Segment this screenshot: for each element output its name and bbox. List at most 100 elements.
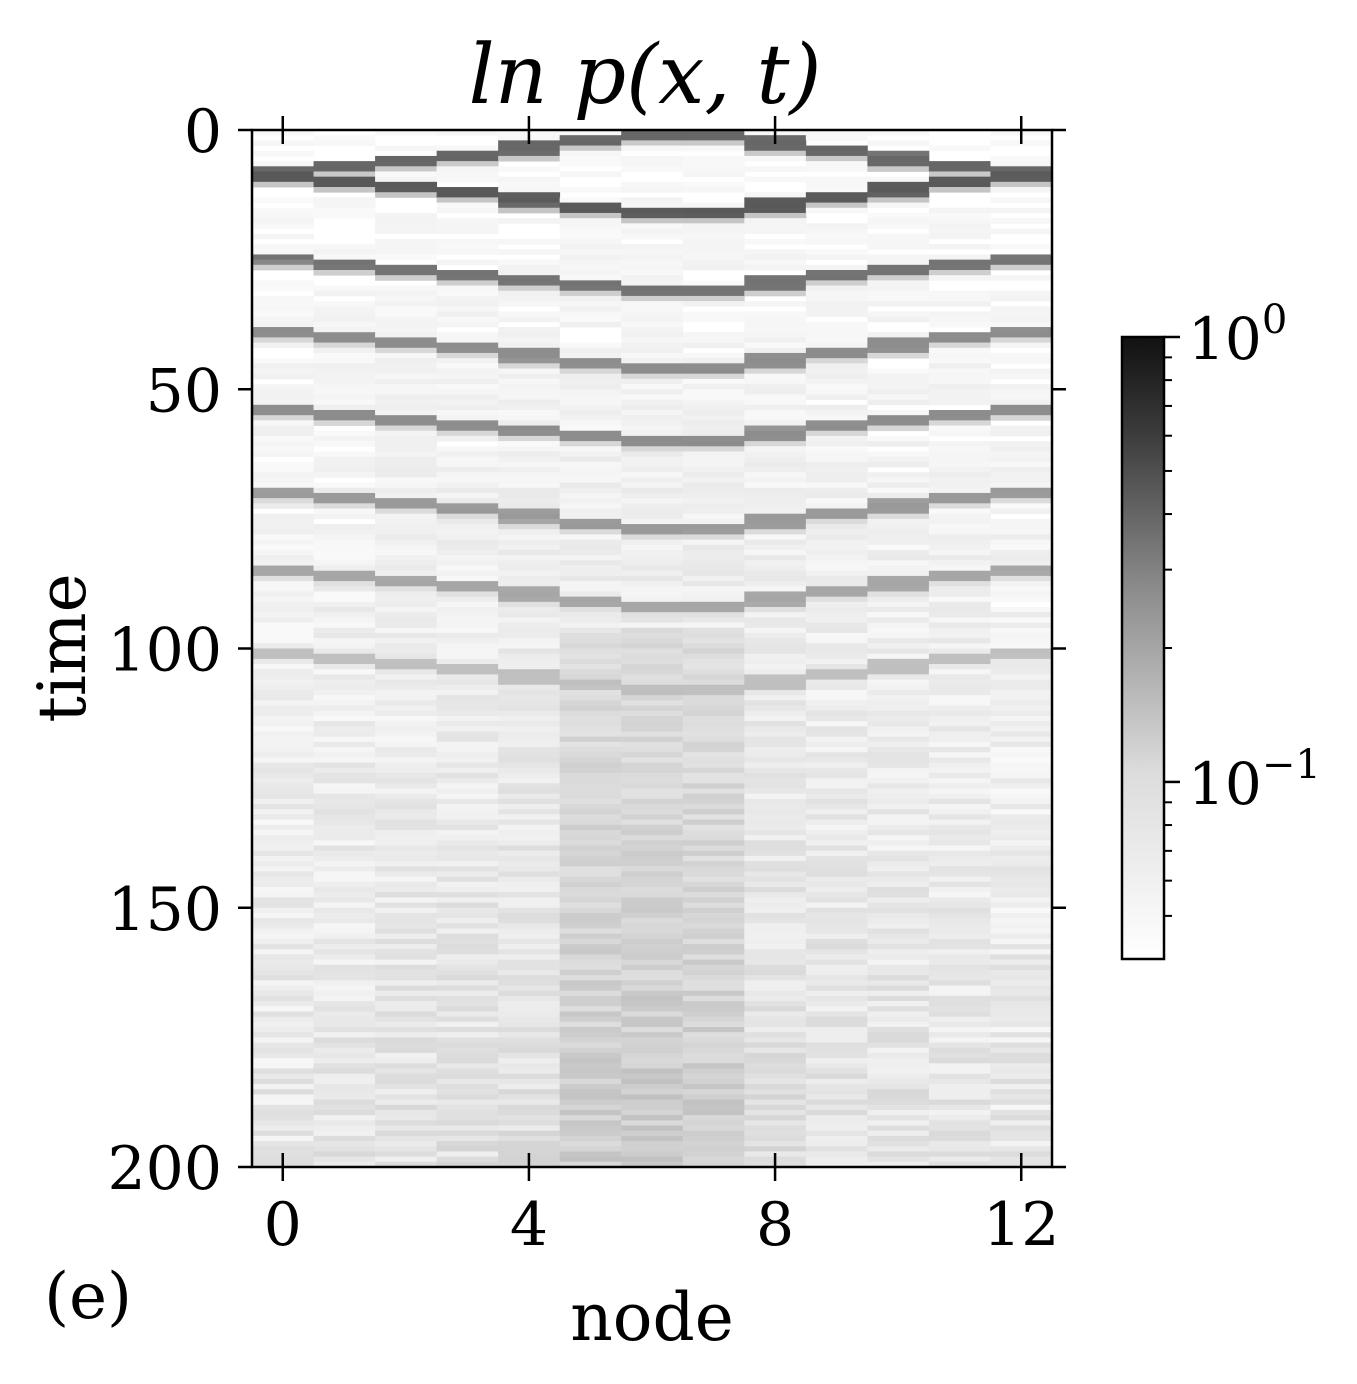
heatmap-cell: [313, 855, 376, 862]
heatmap-cell: [682, 923, 745, 929]
heatmap-cell: [744, 752, 807, 758]
heatmap-cell: [436, 907, 499, 914]
heatmap-cell: [744, 798, 807, 805]
heatmap-cell: [867, 1068, 930, 1075]
heatmap-cell: [313, 674, 376, 680]
heatmap-cell: [805, 736, 868, 743]
heatmap-cell: [559, 233, 622, 240]
heatmap-cell: [682, 358, 745, 364]
heatmap-cell: [436, 892, 499, 898]
heatmap-cell: [867, 181, 930, 188]
heatmap-cell: [867, 601, 930, 608]
heatmap-cell: [744, 907, 807, 914]
heatmap-cell: [744, 409, 807, 416]
heatmap-cell: [621, 1027, 684, 1033]
y-tick-label: 0: [184, 97, 222, 167]
heatmap-cell: [498, 430, 561, 437]
heatmap-cell: [990, 352, 1053, 359]
heatmap-cell: [928, 674, 991, 680]
heatmap-cell: [436, 835, 499, 841]
heatmap-cell: [867, 829, 930, 836]
heatmap-cell: [252, 876, 314, 883]
heatmap-cell: [252, 264, 314, 271]
heatmap-cell: [682, 705, 745, 712]
heatmap-cell: [621, 674, 684, 680]
heatmap-cell: [313, 1052, 376, 1059]
heatmap-cell: [436, 394, 499, 401]
heatmap-cell: [498, 985, 561, 992]
heatmap-cell: [928, 902, 991, 909]
heatmap-cell: [990, 855, 1053, 862]
heatmap-cell: [436, 990, 499, 997]
heatmap-cell: [313, 783, 376, 789]
heatmap-cell: [744, 804, 807, 810]
heatmap-cell: [252, 700, 314, 706]
heatmap-cell: [559, 1104, 622, 1111]
heatmap-cell: [928, 244, 991, 250]
heatmap-cell: [436, 238, 499, 245]
heatmap-cell: [682, 793, 745, 800]
heatmap-cell: [313, 259, 376, 266]
heatmap-cell: [375, 1104, 438, 1111]
heatmap-cell: [867, 923, 930, 929]
heatmap-cell: [313, 1078, 376, 1085]
heatmap-cell: [744, 378, 807, 385]
heatmap-cell: [375, 368, 438, 375]
heatmap-cell: [559, 1042, 622, 1049]
heatmap-cell: [436, 918, 499, 924]
heatmap-cell: [621, 327, 684, 333]
heatmap-cell: [436, 964, 499, 971]
heatmap-cell: [990, 752, 1053, 758]
heatmap-cell: [313, 975, 376, 981]
heatmap-cell: [252, 632, 314, 639]
heatmap-cell: [928, 1146, 991, 1152]
heatmap-cell: [436, 575, 499, 582]
heatmap-cell: [744, 887, 807, 893]
heatmap-cell: [559, 944, 622, 950]
heatmap-cell: [805, 632, 868, 639]
heatmap-cell: [375, 492, 438, 499]
heatmap-cell: [498, 384, 561, 390]
heatmap-cell: [313, 1084, 376, 1090]
heatmap-cell: [313, 788, 376, 795]
heatmap-cell: [313, 985, 376, 992]
heatmap-cell: [498, 674, 561, 680]
heatmap-cell: [928, 684, 991, 691]
heatmap-cell: [867, 809, 930, 815]
heatmap-cell: [313, 249, 376, 255]
heatmap-cell: [252, 171, 314, 178]
heatmap-cell: [805, 829, 868, 836]
heatmap-cell: [744, 980, 807, 986]
heatmap-cell: [990, 928, 1053, 935]
heatmap-cell: [375, 969, 438, 976]
heatmap-cell: [621, 207, 684, 214]
heatmap-cell: [682, 503, 745, 509]
heatmap-cell: [375, 829, 438, 836]
heatmap-cell: [498, 949, 561, 955]
heatmap-cell: [867, 176, 930, 183]
heatmap-cell: [928, 664, 991, 670]
heatmap-cell: [867, 140, 930, 146]
heatmap-cell: [252, 975, 314, 981]
heatmap-cell: [559, 669, 622, 675]
heatmap-cell: [621, 824, 684, 831]
heatmap-cell: [990, 534, 1053, 541]
heatmap-cell: [990, 814, 1053, 820]
heatmap-cell: [990, 1084, 1053, 1090]
heatmap-cell: [313, 1001, 376, 1007]
heatmap-cell: [805, 311, 868, 318]
heatmap-cell: [682, 581, 745, 587]
heatmap-cell: [744, 731, 807, 738]
heatmap-cell: [498, 1027, 561, 1033]
heatmap-cell: [867, 1078, 930, 1085]
heatmap-cell: [805, 549, 868, 556]
heatmap-cell: [744, 835, 807, 841]
heatmap-cell: [313, 923, 376, 929]
heatmap-cell: [375, 176, 438, 183]
heatmap-cell: [744, 824, 807, 831]
heatmap-cell: [375, 1042, 438, 1049]
heatmap-cell: [805, 912, 868, 919]
heatmap-cell: [928, 1104, 991, 1111]
heatmap-cell: [313, 643, 376, 649]
heatmap-cell: [682, 679, 745, 686]
